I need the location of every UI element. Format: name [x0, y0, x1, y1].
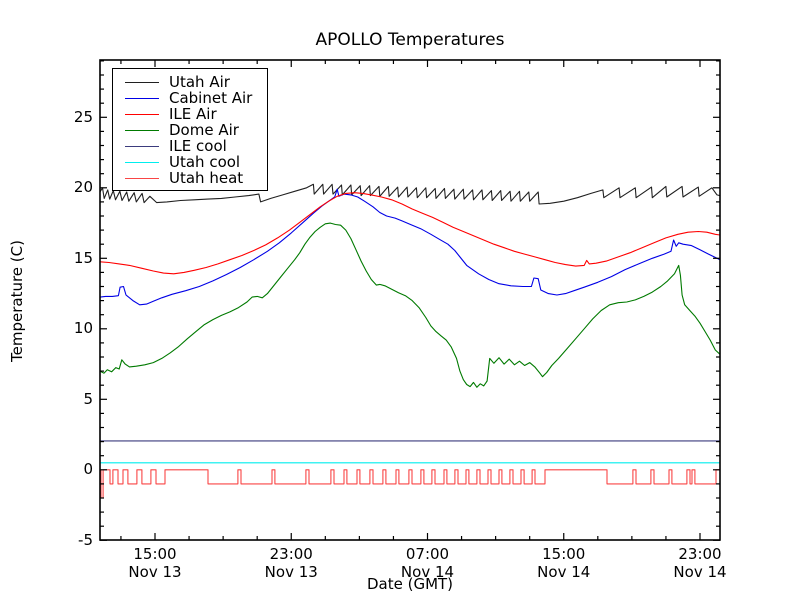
legend-entry: Dome Air: [113, 121, 267, 139]
y-tick-label: 10: [73, 319, 93, 338]
x-tick-label: 23:00 Nov 13: [246, 545, 336, 582]
legend-label: Cabinet Air: [169, 89, 253, 107]
x-tick-time: 23:00: [678, 545, 722, 563]
x-tick-label: 23:00 Nov 14: [655, 545, 745, 582]
legend-line-swatch-dome-air: [125, 129, 159, 131]
legend-entry: ILE cool: [113, 137, 267, 155]
legend-line-swatch-utah-air: [125, 81, 159, 83]
legend-line-swatch-utah-heat: [125, 177, 159, 179]
legend-entry: Utah cool: [113, 153, 267, 171]
x-tick-date: Nov 13: [128, 563, 182, 582]
x-tick-time: 07:00: [405, 545, 450, 563]
legend-entry: ILE Air: [113, 105, 267, 123]
series-utah-air: [99, 183, 721, 205]
y-tick-label: 25: [73, 107, 93, 126]
x-tick-time: 15:00: [542, 545, 586, 563]
x-tick-label: 15:00 Nov 14: [519, 545, 609, 582]
legend-entry: Utah Air: [113, 73, 267, 91]
legend-label: Utah heat: [169, 169, 244, 187]
x-tick-label: 15:00 Nov 13: [110, 545, 200, 582]
legend-entry: Cabinet Air: [113, 89, 267, 107]
x-tick-time: 15:00: [133, 545, 177, 563]
x-tick-date: Nov 14: [673, 563, 727, 582]
y-tick-label: 20: [73, 178, 93, 197]
series-dome-air: [99, 222, 721, 388]
legend-line-swatch-ile-cool: [125, 145, 159, 147]
series-utah-heat: [100, 469, 720, 499]
y-axis-label: Temperature (C): [8, 240, 26, 362]
series-ile-air: [99, 192, 720, 275]
y-tick-label: -5: [78, 530, 93, 549]
series-group: [99, 183, 721, 499]
legend-entry: Utah heat: [113, 169, 267, 187]
legend-label: ILE Air: [169, 105, 217, 123]
series-cabinet-air: [99, 188, 721, 306]
legend-label: Utah cool: [169, 153, 241, 171]
y-tick-label: 0: [83, 460, 93, 479]
legend-line-swatch-utah-cool: [125, 161, 159, 163]
x-tick-date: Nov 14: [400, 563, 455, 582]
axes-frame: [99, 59, 721, 541]
x-tick-time: 23:00: [269, 545, 313, 563]
legend-line-swatch-ile-air: [125, 113, 159, 115]
x-tick-date: Nov 13: [264, 563, 318, 582]
legend-label: Utah Air: [169, 73, 230, 91]
chart-title: APOLLO Temperatures: [315, 30, 505, 50]
legend-label: Dome Air: [169, 121, 239, 139]
y-tick-label: 15: [73, 248, 93, 267]
x-tick-label: 07:00 Nov 14: [383, 545, 473, 582]
legend-label: ILE cool: [169, 137, 227, 155]
y-tick-label: 5: [83, 389, 93, 408]
x-tick-date: Nov 14: [537, 563, 591, 582]
legend: Utah Air Cabinet Air ILE Air Dome Air ILE co…: [112, 68, 268, 191]
legend-line-swatch-cabinet-air: [125, 97, 159, 99]
x-axis-label: Date (GMT): [366, 575, 454, 593]
